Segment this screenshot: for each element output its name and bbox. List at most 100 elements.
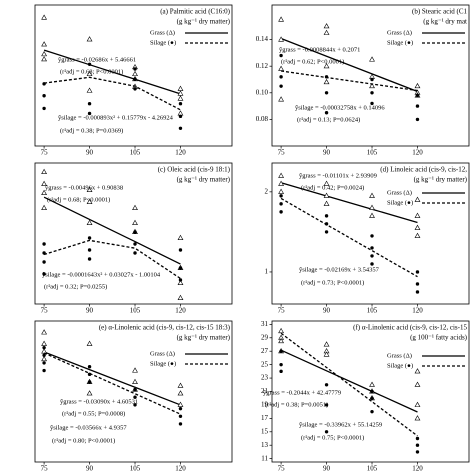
silage-point [42,272,46,276]
silage-point [87,62,92,66]
y-tick-label: 0.10 [256,88,269,96]
equation: ŷgrass = -0.03090x + 4.60531 [60,398,138,405]
y-tick-label: 0.08 [256,115,269,123]
silage-point [178,248,183,252]
grass-point [132,204,138,210]
x-tick-label: 75 [278,465,286,473]
panel-title: (e) α-Linolenic acid (cis-9, cis-12, cis… [99,324,231,332]
fit-line [280,197,418,278]
grass-point [323,341,330,347]
equation: (r²adj = 0.80; P<0.0001) [52,437,115,444]
grass-point [41,329,48,335]
y-tick-label: 21 [261,387,269,395]
grass-point [369,381,375,387]
x-tick-label: 90 [86,465,94,473]
grass-point [369,204,375,210]
grass-point [86,340,93,346]
legend-label: Silage (●) [387,362,413,369]
silage-point [42,260,46,264]
silage-point [133,395,137,399]
fit-line [43,196,181,265]
silage-point [324,230,329,234]
legend-label: Grass (Δ) [387,352,412,359]
grass-point [323,29,330,35]
silage-point [415,450,420,454]
grass-point [86,186,93,192]
silage-point [279,210,283,214]
y-tick-label: 11 [261,454,268,462]
grass-point [41,340,48,346]
grass-point [414,415,421,421]
fit-line [280,37,418,93]
equation: ŷgrass = -0.00496x + 0.90838 [45,184,123,191]
silage-point [415,270,420,274]
x-tick-label: 90 [323,307,331,315]
legend-label: Grass (Δ) [150,350,175,357]
fit-line [43,49,181,95]
silage-point [279,369,283,374]
silage-point [279,84,283,88]
silage-point [279,349,283,353]
equation: (r²adj = 0.68; P<0.0001) [47,196,110,203]
silage-point [415,443,420,447]
equation: ŷsilage = -0.00032758x + 0.14096 [295,104,385,111]
grass-point [278,337,285,344]
panel: 75 90 105 120 (e) α-Linolenic acid (cis-9, c… [34,320,233,473]
x-tick-label: 105 [130,465,141,473]
silage-point [279,53,283,58]
grass-point [177,95,184,101]
panel-subtitle: (g 100⁻¹ fatty acids) [410,334,468,342]
legend-label: Silage (●) [387,39,413,46]
silage-point [324,214,329,218]
silage-point [133,242,137,246]
silage-point [324,430,329,434]
grass-point [414,401,421,407]
x-tick-label: 120 [175,307,186,315]
equation: ŷgrass = -0.02686x + 5.46661 [58,56,136,63]
panel-title: (a) Palmitic acid (C16:0) [160,8,230,16]
equation: (r²adj = 0.38; P=0.0369) [60,127,123,134]
y-tick-label: 17 [261,414,269,422]
x-tick-label: 90 [86,307,94,315]
silage-point [42,106,46,111]
y-tick-label: 0.14 [256,35,269,43]
equation: ŷsilage = -0.000893x² + 0.15779x - 4.269… [58,114,174,121]
equation: ŷsilage = -0.03566x + 4.9357 [50,424,127,431]
plot-frame [271,162,470,305]
x-tick-label: 105 [130,149,141,157]
fit-line [44,76,181,111]
silage-point [178,278,183,282]
silage-point [42,251,46,255]
fit-line [280,332,418,437]
plot-frame [34,4,233,147]
panel: 75 90 105 120 (c) Oleic acid (cis-9 18:1) (g … [34,162,233,315]
plot-frame [34,162,233,305]
silage-point [370,262,374,266]
x-tick-label: 120 [175,149,186,157]
silage-point [324,222,329,226]
silage-point [279,202,283,206]
silage-point [370,396,374,400]
grass-point [132,219,138,225]
y-tick-label: 19 [261,401,269,409]
equation: ŷsilage = -0.0001643x² + 0.03027x - 1.00… [42,271,161,278]
x-tick-label: 75 [278,149,286,157]
legend-label: Silage (●) [150,39,176,46]
silage-point [279,75,283,79]
silage-point [415,436,420,441]
silage-point [42,242,46,246]
silage-point [42,368,46,373]
grass-point [323,351,330,357]
grass-point [177,279,184,285]
grass-point [414,368,421,374]
grass-point [86,70,93,77]
panel-subtitle: (g kg⁻¹ dry matter) [177,18,231,26]
y-tick-label: 2 [265,187,269,195]
grass-point [278,172,285,178]
x-tick-label: 105 [367,149,378,157]
silage-point [178,406,183,411]
silage-point [133,403,137,407]
grass-point [177,390,184,396]
x-tick-label: 105 [367,465,378,473]
